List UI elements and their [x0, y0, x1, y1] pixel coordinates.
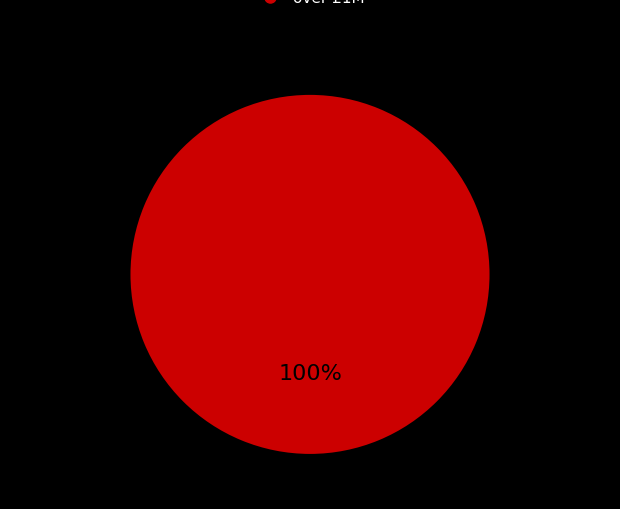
Wedge shape	[130, 96, 490, 454]
Legend: over £1M: over £1M	[250, 0, 370, 11]
Text: 100%: 100%	[278, 363, 342, 383]
